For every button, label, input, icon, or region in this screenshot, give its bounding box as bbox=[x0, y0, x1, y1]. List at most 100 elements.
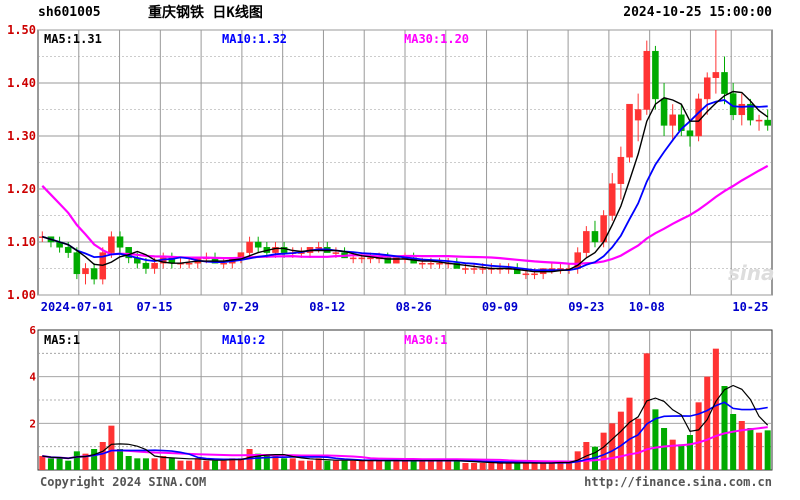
candle-body bbox=[220, 262, 227, 265]
volume-ma5-line bbox=[42, 384, 769, 464]
candle-body bbox=[652, 50, 659, 100]
candle-body bbox=[721, 72, 728, 94]
volume-bar bbox=[626, 397, 633, 470]
volume-bar bbox=[255, 453, 262, 470]
volume-bar bbox=[419, 460, 426, 470]
candle-body bbox=[332, 252, 340, 254]
candle-body bbox=[608, 183, 616, 216]
candle-body bbox=[185, 262, 193, 265]
candle-body bbox=[522, 273, 530, 276]
volume-bar bbox=[376, 460, 383, 470]
candle-body bbox=[747, 103, 754, 121]
price-legend-ma5: MA5:1.31 bbox=[44, 32, 102, 46]
volume-bar bbox=[315, 458, 322, 470]
volume-bar bbox=[168, 458, 175, 470]
candle-body bbox=[90, 268, 98, 280]
volume-bar bbox=[496, 463, 504, 470]
volume-bar bbox=[341, 460, 348, 470]
volume-bar bbox=[393, 460, 400, 470]
candle-body bbox=[583, 231, 590, 253]
xtick-label: 2024-07-01 bbox=[41, 300, 113, 314]
candle-body bbox=[280, 247, 288, 253]
candle-body bbox=[695, 98, 702, 137]
volume-bar bbox=[436, 460, 443, 470]
volume-bar bbox=[39, 456, 46, 470]
volume-bar bbox=[47, 458, 54, 470]
volume-bar bbox=[65, 460, 72, 470]
xtick-label: 07-29 bbox=[223, 300, 259, 314]
volume-bar bbox=[229, 458, 236, 470]
volume-bar bbox=[272, 456, 279, 470]
volume-bar bbox=[99, 442, 106, 470]
volume-bar bbox=[643, 353, 650, 470]
candle-body bbox=[349, 257, 357, 260]
volume-bar bbox=[531, 463, 538, 470]
candle-body bbox=[82, 268, 89, 275]
candle-body bbox=[686, 130, 694, 137]
price-legend-ma10: MA10:1.32 bbox=[222, 32, 287, 46]
price-ytick-label: 1.00 bbox=[7, 288, 36, 302]
volume-bar bbox=[367, 460, 374, 470]
volume-bar bbox=[134, 458, 141, 470]
candle-body bbox=[479, 268, 486, 270]
source-url-label: http://finance.sina.com.cn bbox=[584, 475, 772, 489]
volume-bar bbox=[246, 449, 253, 470]
xtick-label: 07-15 bbox=[137, 300, 173, 314]
volume-bar bbox=[557, 460, 564, 470]
price-ytick-label: 1.30 bbox=[7, 129, 36, 143]
candle-body bbox=[591, 231, 599, 243]
volume-bar bbox=[91, 449, 98, 470]
candle-body bbox=[73, 252, 81, 275]
xtick-label: 08-26 bbox=[396, 300, 432, 314]
candle-body bbox=[151, 262, 158, 269]
volume-bar bbox=[194, 458, 201, 470]
volume-bar bbox=[263, 456, 270, 470]
candle-body bbox=[358, 257, 366, 260]
candle-body bbox=[436, 262, 443, 265]
price-legend-ma30: MA30:1.20 bbox=[404, 32, 469, 46]
candle-body bbox=[643, 50, 651, 110]
volume-bar bbox=[281, 458, 288, 470]
price-ytick-label: 1.20 bbox=[7, 182, 36, 196]
volume-bar bbox=[661, 428, 668, 470]
volume-legend-ma5: MA5:1 bbox=[44, 333, 80, 347]
volume-bar bbox=[289, 458, 296, 470]
volume-bar bbox=[212, 460, 219, 470]
price-ma10-line bbox=[42, 99, 768, 272]
xtick-label: 10-08 bbox=[629, 300, 665, 314]
price-ytick-label: 1.10 bbox=[7, 235, 36, 249]
price-ytick-label: 1.40 bbox=[7, 76, 36, 90]
volume-bar bbox=[462, 463, 469, 470]
volume-bar bbox=[445, 460, 452, 470]
xtick-label: 09-09 bbox=[482, 300, 518, 314]
volume-bar bbox=[82, 453, 89, 470]
copyright-label: Copyright 2024 SINA.COM bbox=[40, 475, 206, 489]
candle-body bbox=[634, 109, 642, 121]
candle-body bbox=[418, 262, 426, 265]
candle-body bbox=[669, 114, 676, 126]
volume-bar bbox=[738, 421, 745, 470]
candle-body bbox=[116, 236, 124, 248]
chart-title: 重庆钢铁 日K线图 bbox=[148, 4, 263, 21]
volume-bar bbox=[548, 463, 555, 470]
volume-bar bbox=[324, 460, 331, 470]
axis-labels: 1.00 1.10 1.20 1.30 1.40 1.50 2 4 6 2024-07-01 07-… bbox=[7, 23, 768, 430]
candle-body bbox=[617, 156, 625, 184]
volume-bar bbox=[747, 428, 754, 470]
price-plot bbox=[39, 30, 771, 285]
timestamp-label: 2024-10-25 15:00:00 bbox=[623, 5, 772, 20]
candle-body bbox=[315, 247, 322, 249]
volume-ytick-label: 2 bbox=[29, 417, 36, 430]
volume-bar bbox=[712, 348, 719, 470]
candle-body bbox=[703, 77, 711, 100]
candle-body bbox=[738, 103, 746, 116]
volume-bar bbox=[220, 460, 227, 470]
xtick-label: 09-23 bbox=[568, 300, 604, 314]
candle-body bbox=[108, 236, 115, 253]
candle-body bbox=[125, 247, 132, 259]
volume-bar bbox=[540, 463, 547, 470]
volume-plot bbox=[39, 348, 771, 470]
volume-ma30-line bbox=[42, 426, 768, 463]
symbol-label: sh601005 bbox=[38, 5, 101, 20]
